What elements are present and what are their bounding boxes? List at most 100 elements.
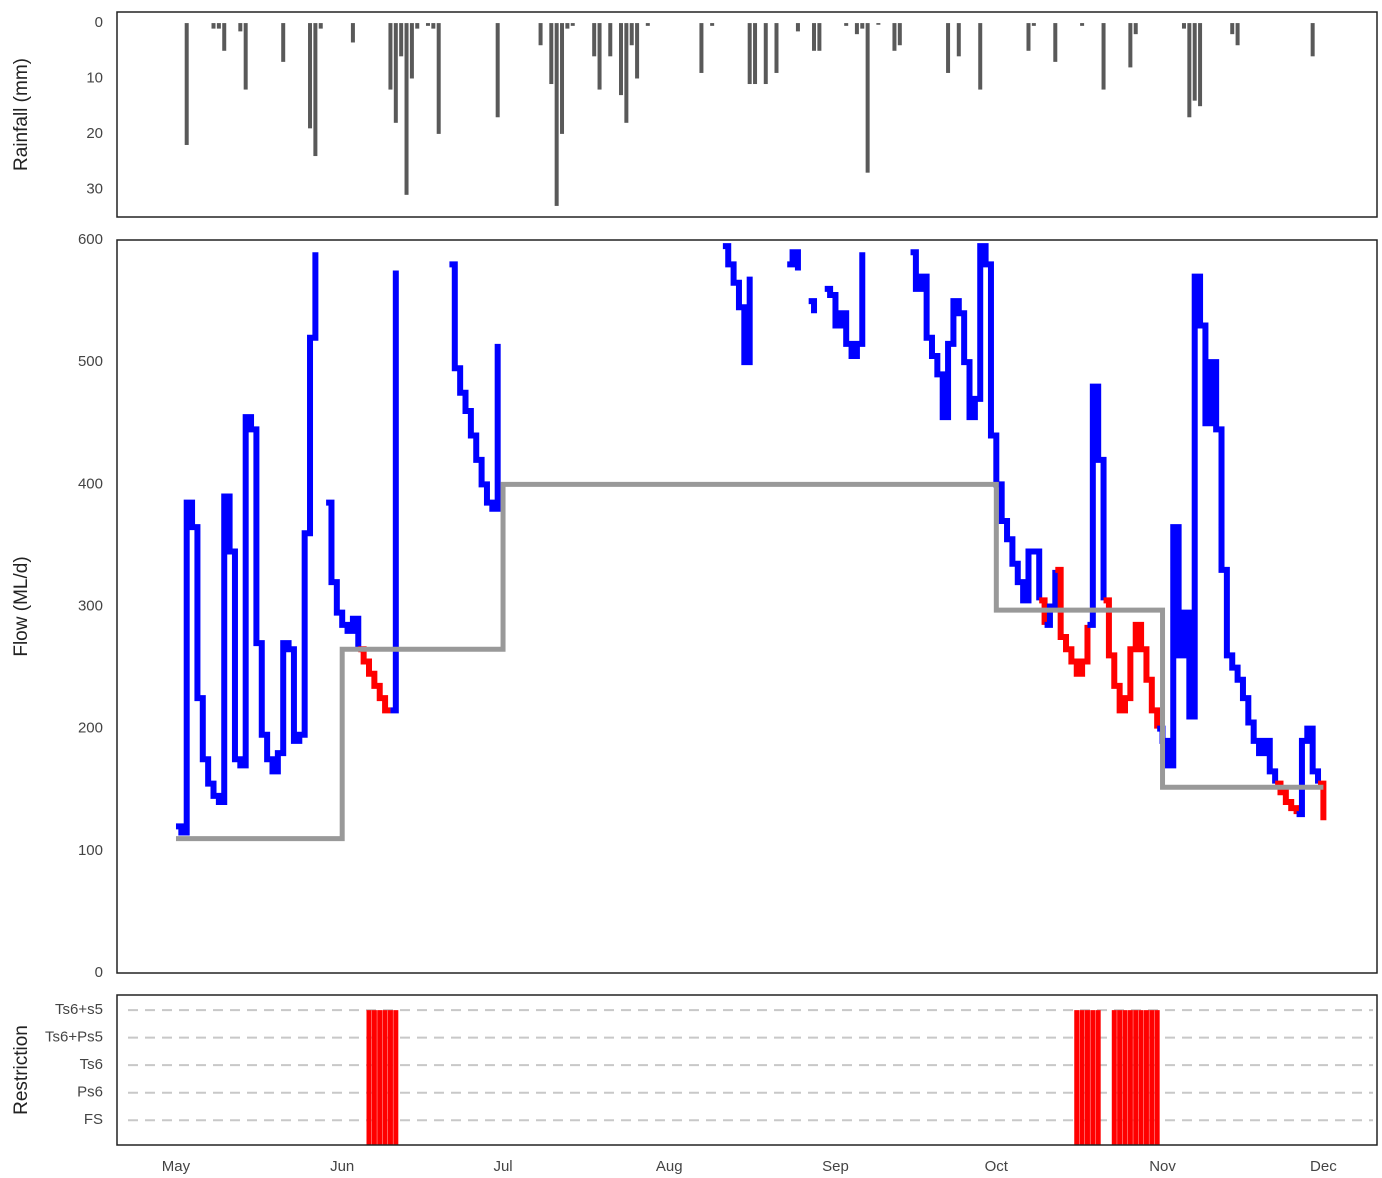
y-tick-label: 300	[78, 597, 103, 614]
x-tick-label: Nov	[1149, 1158, 1176, 1175]
rain-bar	[1031, 23, 1036, 26]
rain-bar	[565, 23, 570, 29]
restriction-bar	[366, 1010, 372, 1145]
rain-bar	[865, 23, 870, 173]
rain-bar	[795, 23, 800, 32]
panel-frame	[116, 239, 1378, 974]
rain-bar	[892, 23, 897, 51]
rain-bar	[560, 23, 565, 134]
rain-bar	[1192, 23, 1197, 101]
restriction-bar	[1090, 1010, 1096, 1145]
rain-bar	[211, 23, 216, 29]
flow-line	[326, 499, 362, 650]
flow-line	[910, 243, 1043, 604]
flow-line	[787, 249, 801, 271]
rain-bar	[1080, 23, 1085, 26]
rain-bar	[313, 23, 318, 157]
restriction-bar	[1117, 1010, 1123, 1145]
rain-bar	[318, 23, 323, 29]
rain-bar	[554, 23, 559, 206]
restriction-bar	[382, 1010, 388, 1145]
rain-bar	[645, 23, 650, 26]
flow-line	[722, 243, 753, 366]
rain-bar	[399, 23, 404, 57]
rain-bar	[763, 23, 768, 85]
rain-bar	[747, 23, 752, 85]
rain-bar	[222, 23, 227, 51]
rain-bar	[1181, 23, 1186, 29]
restriction-bar	[1143, 1010, 1149, 1145]
flow-line	[358, 646, 391, 714]
y-tick-label: Ps6	[77, 1084, 103, 1101]
y-tick-label: 400	[78, 475, 103, 492]
rain-bar	[538, 23, 543, 46]
panel-frame	[116, 994, 1378, 1146]
rain-bar	[281, 23, 286, 62]
rain-bar	[570, 23, 575, 26]
restriction-bar	[387, 1010, 393, 1145]
restriction-bar	[1127, 1010, 1133, 1145]
flow-line	[1055, 566, 1091, 677]
rain-bar	[624, 23, 629, 123]
y-tick-label: 600	[78, 231, 103, 248]
y-tick-label: Ts6+Ps5	[45, 1029, 103, 1046]
y-tick-label: 500	[78, 353, 103, 370]
y-tick-label: FS	[84, 1111, 103, 1128]
rain-bar	[1101, 23, 1106, 90]
rain-bar	[699, 23, 704, 73]
restriction-bar	[1074, 1010, 1080, 1145]
x-tick-label: Dec	[1310, 1158, 1337, 1175]
x-tick-label: Oct	[985, 1158, 1009, 1175]
rain-bar	[710, 23, 715, 26]
rain-bar	[1187, 23, 1192, 118]
rain-bar	[817, 23, 822, 51]
flow-line	[1157, 273, 1279, 784]
x-tick-label: Aug	[656, 1158, 683, 1175]
rain-bar	[431, 23, 436, 29]
rain-bar	[409, 23, 414, 79]
rain-bar	[1310, 23, 1315, 57]
rain-bar	[238, 23, 243, 32]
y-tick-label: 10	[86, 69, 103, 86]
rain-bar	[753, 23, 758, 85]
flow-line	[1296, 725, 1322, 818]
rain-bar	[946, 23, 951, 73]
flow-line	[175, 252, 319, 836]
rain-bar	[812, 23, 817, 51]
restriction-bar	[377, 1010, 383, 1145]
x-tick-label: Jul	[493, 1158, 512, 1175]
restriction-bar	[1079, 1010, 1085, 1145]
rain-bar	[629, 23, 634, 46]
restriction-bar	[1122, 1010, 1128, 1145]
rain-bar	[1026, 23, 1031, 51]
y-axis-title: Rainfall (mm)	[11, 58, 32, 171]
y-axis-title: Flow (ML/d)	[11, 556, 32, 656]
rain-bar	[243, 23, 248, 90]
rain-bar	[876, 23, 881, 25]
rain-bar	[635, 23, 640, 79]
rain-bar	[592, 23, 597, 57]
rain-bar	[1053, 23, 1058, 62]
rain-bar	[897, 23, 902, 46]
y-tick-label: 0	[95, 964, 103, 981]
rain-bar	[415, 23, 420, 29]
rain-bar	[774, 23, 779, 73]
restriction-bar	[1084, 1010, 1090, 1145]
rain-bar	[597, 23, 602, 90]
rain-bar	[1128, 23, 1133, 68]
rain-bar	[549, 23, 554, 85]
x-tick-label: May	[162, 1158, 191, 1175]
x-tick-label: Jun	[330, 1158, 354, 1175]
rain-bar	[978, 23, 983, 90]
rain-bar	[425, 23, 430, 26]
restriction-bar	[1154, 1010, 1160, 1145]
rain-bar	[860, 23, 865, 29]
rain-bar	[308, 23, 313, 129]
restriction-bar	[1133, 1010, 1139, 1145]
restriction-bar	[1138, 1010, 1144, 1145]
rain-bar	[495, 23, 500, 118]
rain-bar	[854, 23, 859, 35]
rain-bar	[388, 23, 393, 90]
restriction-bar	[1095, 1010, 1101, 1145]
